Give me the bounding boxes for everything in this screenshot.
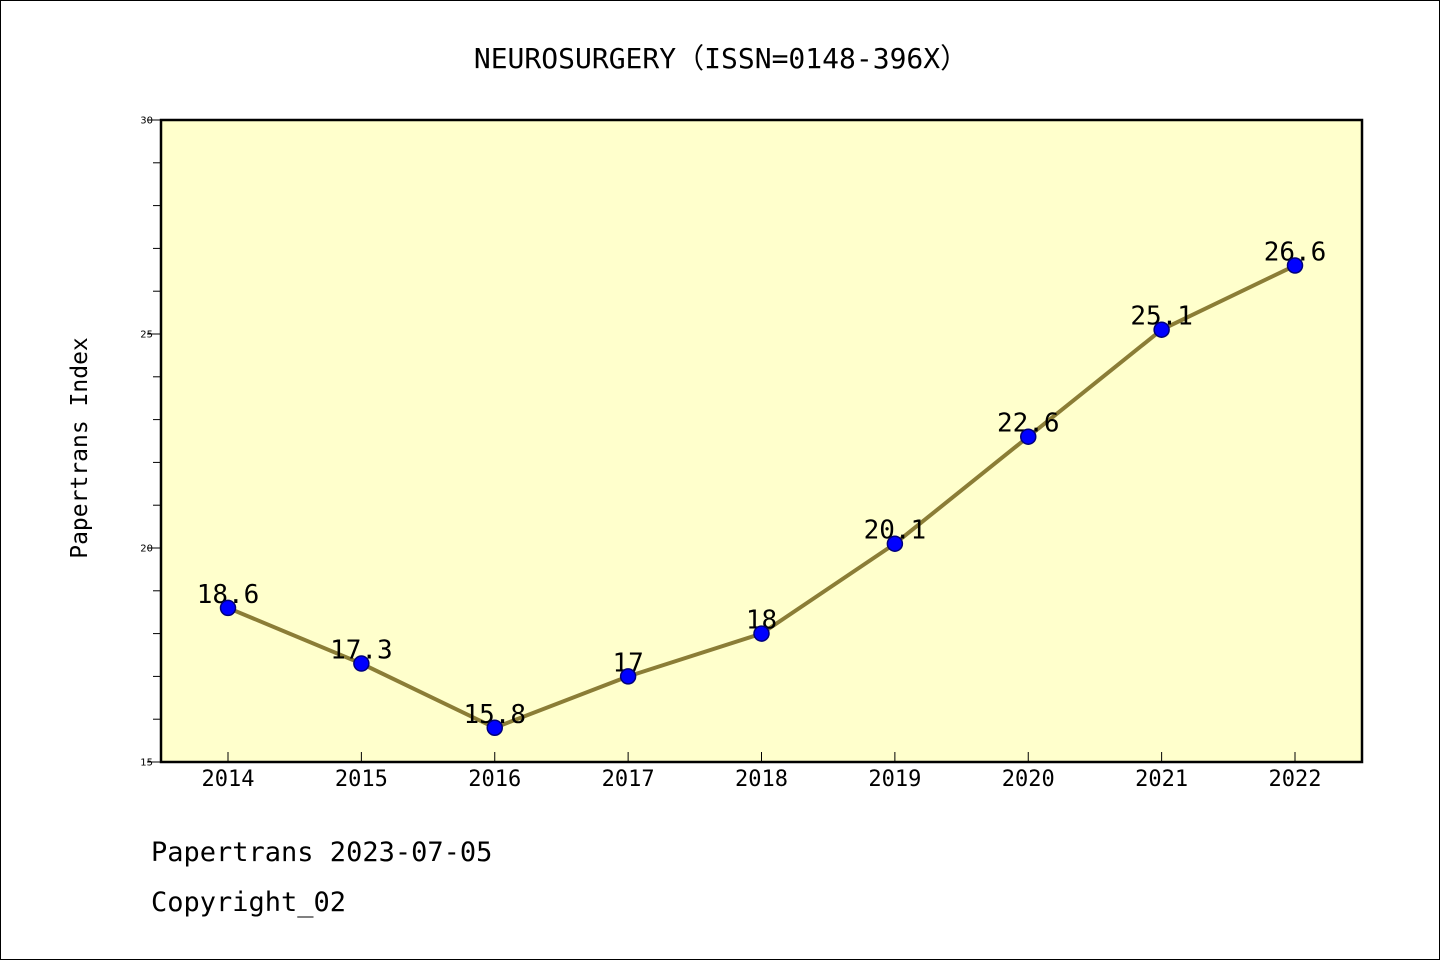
data-point: [619, 668, 637, 685]
footer-copyright-line: Copyright_02: [151, 887, 347, 918]
data-point: [753, 625, 770, 642]
data-point: [1286, 257, 1304, 274]
x-tick-label: 2015: [335, 767, 388, 792]
data-point: [1020, 428, 1037, 445]
y-axis-label: Papertrans Index: [67, 337, 93, 559]
y-tick-label: 20: [140, 544, 153, 555]
data-point: [486, 719, 503, 737]
x-tick-label: 2014: [202, 767, 255, 792]
x-tick-label: 2022: [1269, 767, 1322, 792]
x-tick-label: 2020: [1002, 767, 1055, 792]
x-tick-label: 2021: [1135, 767, 1188, 792]
x-tick-label: 2019: [868, 767, 921, 792]
data-point: [886, 535, 904, 552]
y-tick-label: 25: [140, 330, 153, 341]
data-point: [1153, 321, 1170, 338]
x-tick-label: 2018: [735, 767, 788, 792]
data-point: [219, 599, 237, 617]
y-tick-label: 30: [140, 116, 153, 127]
plot-background: [159, 118, 1364, 764]
plot-area: 15 20 25 30 2014 2015 2016 2017 2018 2019 2020 2021…: [140, 116, 1364, 792]
x-tick-label: 2017: [602, 767, 655, 792]
chart-title: NEUROSURGERY（ISSN=0148-396X）: [474, 42, 968, 75]
data-point: [353, 655, 370, 672]
footer-source-line: Papertrans 2023-07-05: [151, 837, 493, 868]
y-tick-label: 15: [140, 758, 153, 769]
x-tick-label: 2016: [468, 767, 521, 792]
